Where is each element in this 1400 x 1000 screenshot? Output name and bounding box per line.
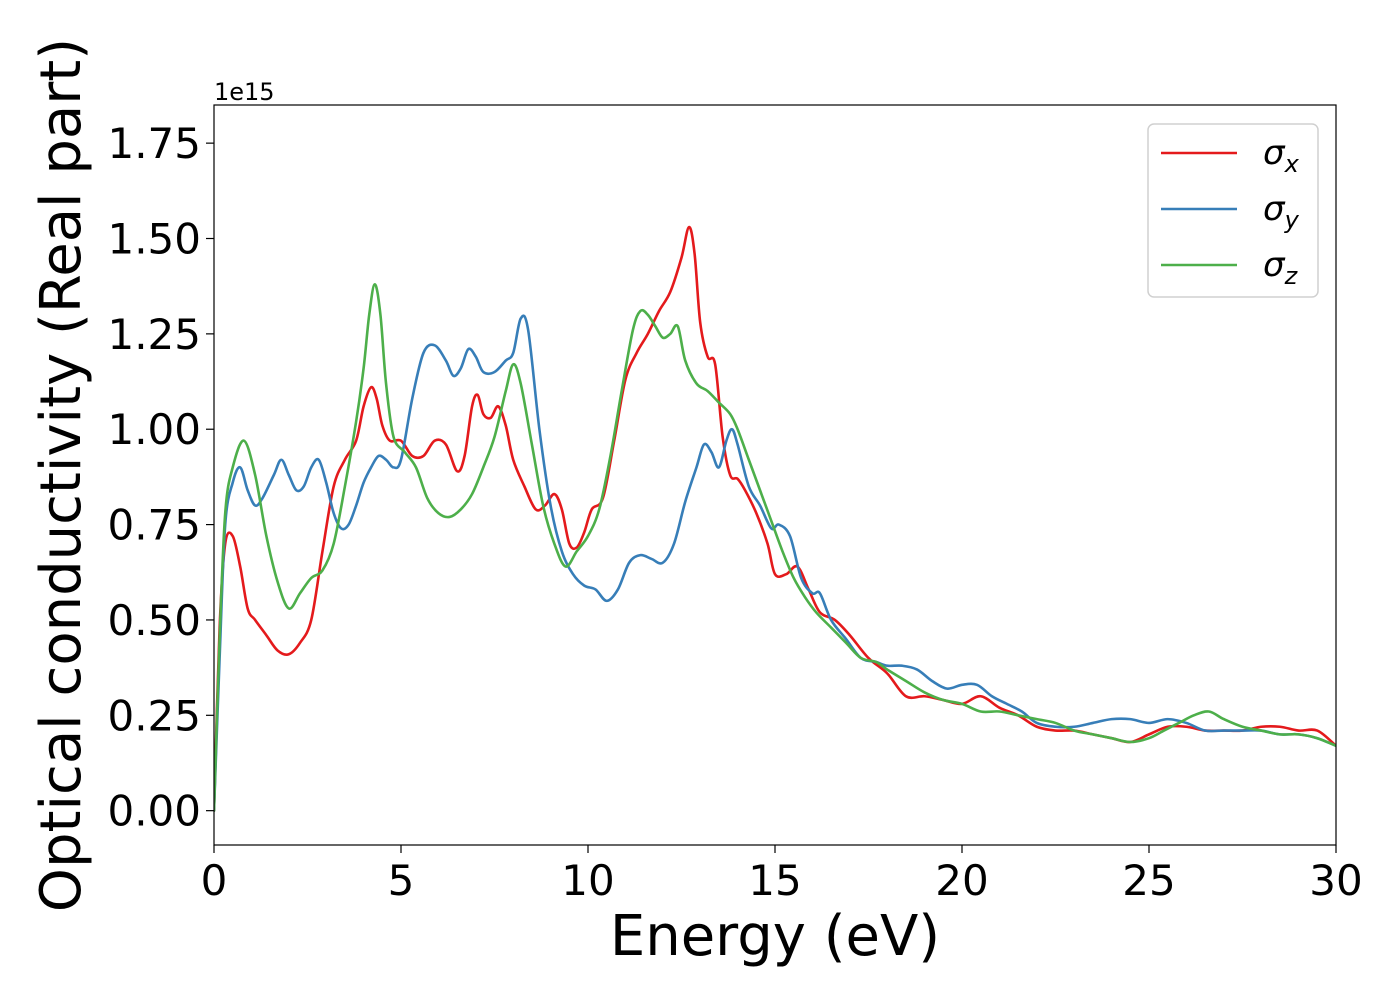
x-tick-label: 15 (748, 856, 801, 905)
x-tick-label: 30 (1309, 856, 1362, 905)
y-tick-label: 1.00 (107, 405, 201, 454)
series-layer (214, 225, 1336, 812)
y-axis-label: Optical conductivity (Real part) (29, 38, 94, 912)
series-line-x (214, 225, 1336, 812)
x-tick-label: 25 (1122, 856, 1175, 905)
x-axis-label: Energy (eV) (610, 904, 940, 969)
x-tick-label: 5 (388, 856, 415, 905)
series-line-y (214, 314, 1336, 812)
legend-label-z: σz (1263, 245, 1299, 290)
y-tick-label: 1.75 (107, 119, 201, 168)
x-tick-label: 20 (935, 856, 988, 905)
x-tick-label: 10 (561, 856, 614, 905)
x-axis: 0 5 10 15 20 25 30 (201, 845, 1363, 905)
x-tick-label: 0 (201, 856, 228, 905)
legend-frame (1147, 123, 1319, 298)
y-tick-label: 1.25 (107, 310, 201, 359)
y-tick-label: 0.50 (107, 596, 201, 645)
y-tick-label: 0.25 (107, 691, 201, 740)
y-axis: 0.00 0.25 0.50 0.75 1.00 1.25 1.50 1.75 (107, 119, 214, 836)
y-tick-label: 0.75 (107, 501, 201, 550)
legend: σx σy σz (1147, 123, 1319, 298)
y-tick-label: 1.50 (107, 215, 201, 264)
y-axis-offset-label: 1e15 (214, 78, 275, 106)
legend-label-x: σx (1263, 133, 1300, 178)
y-tick-label: 0.00 (107, 787, 201, 836)
legend-label-y: σy (1263, 189, 1300, 234)
series-line-z (214, 282, 1336, 812)
